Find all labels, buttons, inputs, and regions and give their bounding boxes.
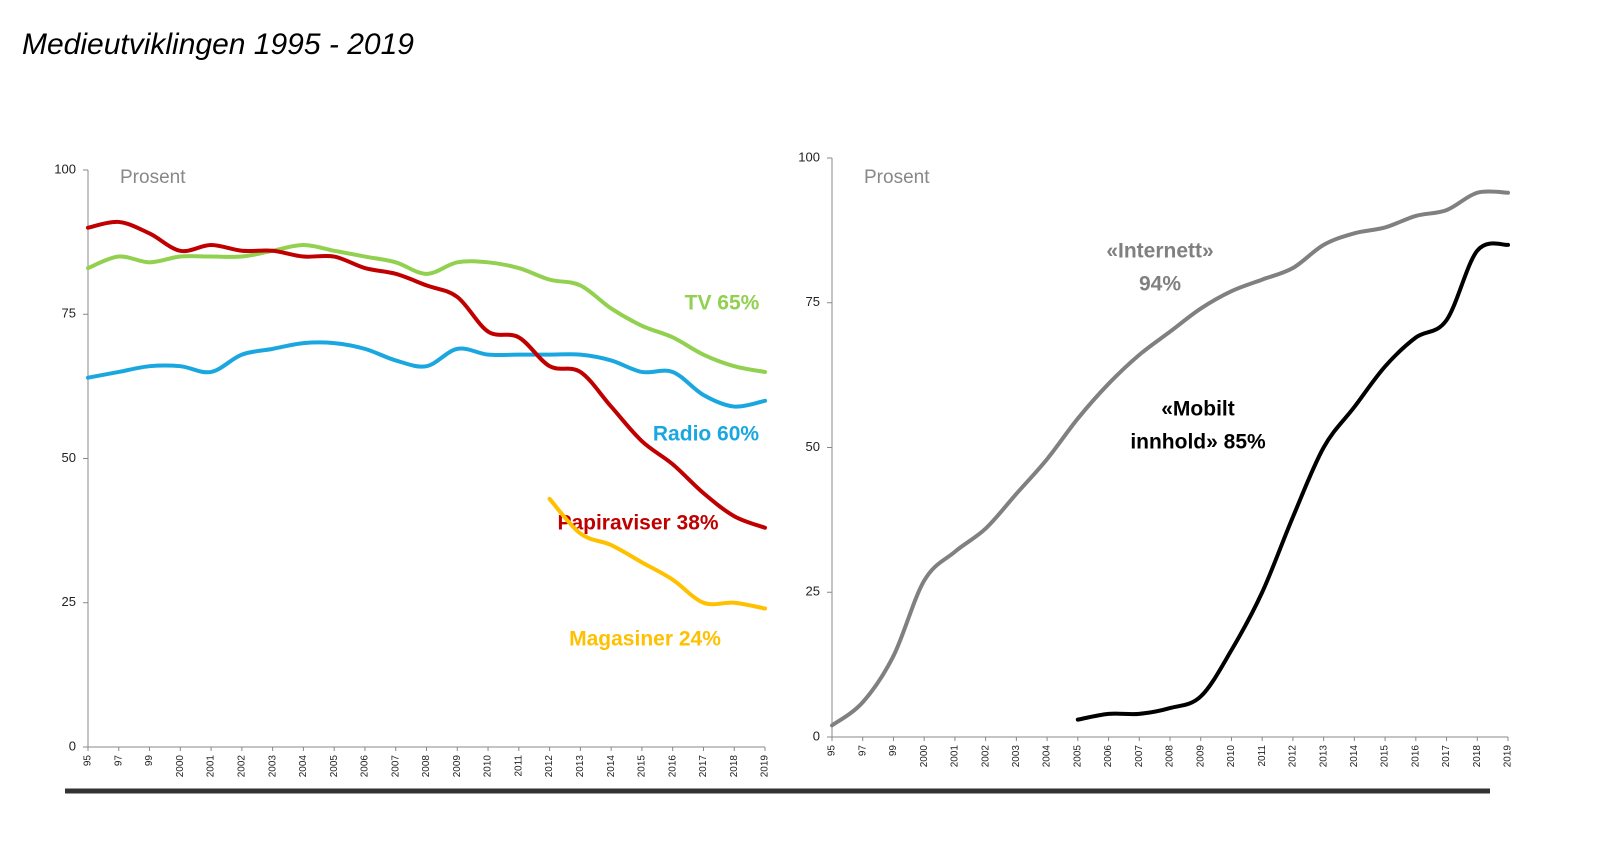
x-tick-label: 2001	[950, 745, 961, 768]
unit-label: Prosent	[864, 167, 930, 188]
x-tick-label: 2009	[1195, 745, 1206, 768]
x-tick-label: 2002	[980, 745, 991, 768]
x-tick-label: 2018	[1472, 745, 1483, 768]
y-tick-label: 75	[62, 306, 76, 321]
series-line	[547, 496, 767, 611]
x-tick-label: 95	[83, 755, 94, 767]
y-tick-label: 0	[69, 738, 76, 753]
x-tick-label: 99	[888, 745, 899, 757]
series-line	[1075, 241, 1510, 722]
x-tick-label: 2000	[175, 755, 186, 778]
x-tick-label: 2013	[1318, 745, 1329, 768]
series-annotation: TV 65%	[685, 292, 760, 315]
x-tick-label: 2003	[267, 755, 278, 778]
x-tick-label: 2013	[575, 755, 586, 778]
x-tick-label: 97	[857, 745, 868, 757]
y-tick-label: 100	[798, 149, 820, 164]
x-tick-label: 2008	[421, 755, 432, 778]
series-annotation: innhold» 85%	[1130, 431, 1266, 454]
series-annotation: «Internett»	[1106, 240, 1213, 263]
x-tick-label: 2015	[1380, 745, 1391, 768]
x-tick-label: 2004	[1042, 745, 1053, 768]
series-line	[830, 189, 1510, 728]
x-tick-label: 2004	[298, 755, 309, 778]
y-tick-label: 25	[806, 584, 820, 599]
x-tick-label: 2019	[760, 755, 771, 778]
series-annotation: Magasiner 24%	[569, 628, 721, 651]
x-tick-label: 2019	[1503, 745, 1514, 768]
x-tick-label: 2014	[606, 755, 617, 778]
x-tick-label: 2006	[1103, 745, 1114, 768]
x-tick-label: 2005	[329, 755, 340, 778]
series-line	[86, 243, 767, 374]
x-tick-label: 2006	[360, 755, 371, 778]
x-tick-label: 2008	[1165, 745, 1176, 768]
series-line	[86, 219, 767, 530]
x-tick-label: 2016	[1410, 745, 1421, 768]
x-tick-label: 2011	[513, 755, 524, 777]
x-tick-label: 99	[144, 755, 155, 767]
y-tick-label: 50	[62, 450, 76, 465]
x-tick-label: 97	[113, 755, 124, 767]
x-tick-label: 2014	[1349, 745, 1360, 768]
series-annotation: Papiraviser 38%	[557, 512, 718, 535]
y-tick-label: 0	[813, 728, 820, 743]
x-tick-label: 2012	[544, 755, 555, 778]
x-tick-label: 2007	[1134, 745, 1145, 768]
x-tick-label: 2010	[483, 755, 494, 778]
x-tick-label: 2002	[237, 755, 248, 778]
x-tick-label: 95	[827, 745, 838, 757]
series-annotation: Radio 60%	[653, 423, 760, 446]
y-tick-label: 75	[806, 294, 820, 309]
page-title: Medieutviklingen 1995 - 2019	[22, 28, 414, 61]
series-annotation: «Mobilt	[1161, 398, 1235, 421]
x-tick-label: 2009	[452, 755, 463, 778]
x-tick-label: 2012	[1288, 745, 1299, 768]
x-tick-label: 2018	[729, 755, 740, 778]
x-tick-label: 2003	[1011, 745, 1022, 768]
unit-label: Prosent	[120, 167, 186, 188]
x-tick-label: 2016	[667, 755, 678, 778]
x-tick-label: 2015	[637, 755, 648, 778]
x-tick-label: 2000	[919, 745, 930, 768]
series-annotation: 94%	[1139, 273, 1181, 296]
x-tick-label: 2001	[206, 755, 217, 778]
y-tick-label: 100	[54, 161, 76, 176]
x-tick-label: 2007	[390, 755, 401, 778]
y-tick-label: 25	[62, 594, 76, 609]
x-tick-label: 2011	[1257, 745, 1268, 767]
y-tick-label: 50	[806, 439, 820, 454]
x-tick-label: 2017	[698, 755, 709, 778]
x-tick-label: 2017	[1441, 745, 1452, 768]
x-tick-label: 2010	[1226, 745, 1237, 768]
x-tick-label: 2005	[1072, 745, 1083, 768]
series-line	[86, 340, 767, 409]
